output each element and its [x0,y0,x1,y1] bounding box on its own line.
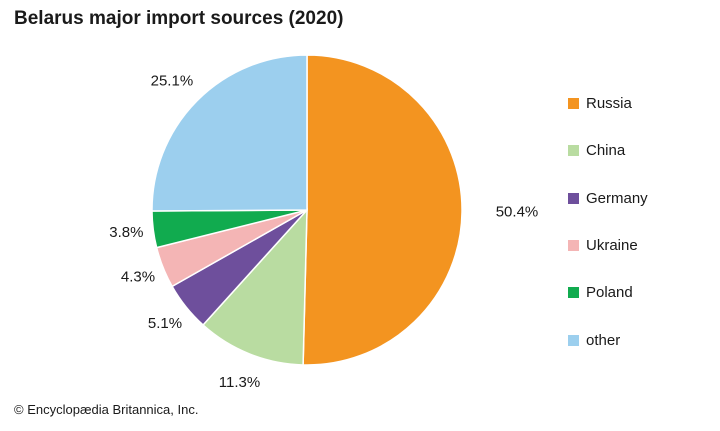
legend-label: China [586,142,626,160]
data-label-germany: 5.1% [148,315,182,332]
pie-slice-russia [302,54,463,366]
legend-item-ukraine: Ukraine [568,222,718,269]
data-label-poland: 3.8% [109,224,143,241]
legend-item-other: other [568,316,718,363]
legend: Russia China Germany Ukraine Poland othe… [568,80,718,364]
legend-item-china: China [568,127,718,174]
legend-swatch [568,192,579,204]
legend-item-poland: Poland [568,269,718,316]
legend-label: Poland [586,284,633,302]
legend-swatch [568,240,579,252]
legend-item-germany: Germany [568,175,718,222]
data-label-ukraine: 4.3% [121,268,155,285]
legend-swatch [568,145,579,157]
legend-label: Ukraine [586,237,638,255]
data-label-other: 25.1% [151,73,194,90]
legend-swatch [568,98,579,110]
data-label-russia: 50.4% [496,203,539,220]
pie-slice-china [201,207,308,366]
legend-item-russia: Russia [568,80,718,127]
legend-label: Russia [586,95,632,113]
legend-label: other [586,331,621,349]
chart-title: Belarus major import sources (2020) [14,8,344,29]
legend-label: Germany [586,189,648,207]
legend-swatch [568,287,579,299]
legend-swatch [568,334,579,346]
copyright-credit: © Encyclopædia Britannica, Inc. [14,402,199,417]
pie-slice-other [151,54,308,212]
data-label-china: 11.3% [219,374,260,391]
